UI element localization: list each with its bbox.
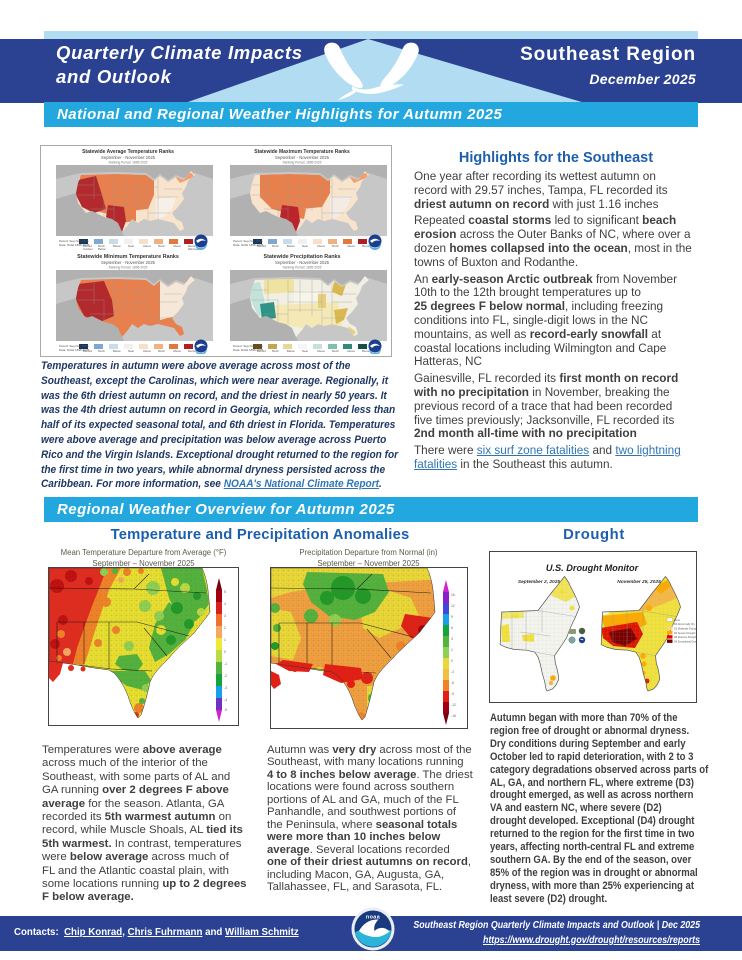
- svg-text:None: None: [674, 619, 681, 622]
- svg-text:Much: Much: [98, 244, 105, 248]
- svg-text:-3: -3: [224, 686, 227, 690]
- svg-text:-4: -4: [224, 698, 227, 702]
- svg-text:Record: Record: [362, 244, 371, 248]
- svg-text:Above: Above: [317, 244, 325, 248]
- svg-text:Record: Record: [257, 349, 266, 353]
- svg-text:4: 4: [224, 602, 226, 606]
- svg-text:September - November 2025: September - November 2025: [101, 155, 156, 160]
- svg-text:1: 1: [451, 648, 453, 652]
- svg-text:Data: NCEI 1895-2025: Data: NCEI 1895-2025: [233, 348, 264, 352]
- svg-text:Warmest: Warmest: [188, 247, 199, 251]
- svg-text:Much: Much: [272, 349, 279, 353]
- svg-text:Data: NCEI 1895-2025: Data: NCEI 1895-2025: [59, 243, 90, 247]
- svg-text:Record: Record: [83, 349, 92, 353]
- svg-text:Much: Much: [98, 349, 105, 353]
- svg-text:D2 Severe Drought: D2 Severe Drought: [674, 632, 696, 635]
- svg-text:Ranking Period: 1895-2025: Ranking Period: 1895-2025: [283, 161, 322, 165]
- svg-text:-5: -5: [224, 708, 227, 712]
- svg-text:Above: Above: [317, 349, 325, 353]
- svg-text:Data: NCEI 1895-2025: Data: NCEI 1895-2025: [233, 243, 264, 247]
- svg-text:Near: Near: [128, 349, 134, 353]
- svg-text:Period: Sep-Nov 2025: Period: Sep-Nov 2025: [233, 239, 263, 243]
- svg-text:Above: Above: [347, 349, 355, 353]
- svg-text:Statewide Minimum Temperature: Statewide Minimum Temperature Ranks: [77, 254, 179, 260]
- svg-text:September - November 2025: September - November 2025: [101, 260, 156, 265]
- svg-text:Above: Above: [143, 244, 151, 248]
- svg-text:Ranking Period: 1895-2025: Ranking Period: 1895-2025: [109, 266, 148, 270]
- svg-text:Below: Below: [287, 244, 296, 248]
- svg-text:5: 5: [224, 590, 226, 594]
- svg-text:Above: Above: [173, 349, 181, 353]
- svg-text:Below: Below: [113, 349, 122, 353]
- svg-text:Much: Much: [332, 349, 339, 353]
- svg-text:noaa: noaa: [366, 915, 381, 921]
- svg-text:1: 1: [224, 638, 226, 642]
- svg-text:Much: Much: [332, 244, 339, 248]
- svg-text:Statewide Precipitation Ranks: Statewide Precipitation Ranks: [264, 254, 341, 260]
- svg-text:0: 0: [224, 650, 226, 654]
- svg-text:Above: Above: [143, 349, 151, 353]
- svg-text:Much: Much: [272, 244, 279, 248]
- svg-text:Data: NCEI 1895-2025: Data: NCEI 1895-2025: [59, 348, 90, 352]
- svg-text:Near: Near: [128, 244, 134, 248]
- svg-text:Period: Sep-Nov 2025: Period: Sep-Nov 2025: [59, 344, 89, 348]
- svg-text:-12: -12: [451, 703, 456, 707]
- svg-text:Above: Above: [347, 244, 355, 248]
- svg-text:Much: Much: [158, 349, 165, 353]
- svg-text:3: 3: [451, 637, 453, 641]
- svg-text:3: 3: [224, 614, 226, 618]
- svg-text:D4 Exceptional Drought: D4 Exceptional Drought: [674, 640, 696, 643]
- svg-text:Statewide Average Temperature: Statewide Average Temperature Ranks: [82, 149, 174, 155]
- svg-text:-2: -2: [224, 674, 227, 678]
- svg-text:U.S. Drought Monitor: U.S. Drought Monitor: [546, 563, 639, 573]
- svg-text:12: 12: [451, 604, 455, 608]
- svg-text:-3: -3: [451, 670, 454, 674]
- svg-text:Near: Near: [302, 349, 308, 353]
- svg-text:Period: Sep-Nov 2025: Period: Sep-Nov 2025: [59, 239, 89, 243]
- svg-text:Record: Record: [83, 244, 92, 248]
- svg-text:Record: Record: [257, 244, 266, 248]
- svg-text:Record: Record: [188, 349, 197, 353]
- svg-text:D3 Extreme Drought: D3 Extreme Drought: [674, 636, 696, 639]
- svg-text:Period: Sep-Nov 2025: Period: Sep-Nov 2025: [233, 344, 263, 348]
- svg-text:Ranking Period: 1895-2025: Ranking Period: 1895-2025: [109, 161, 148, 165]
- svg-text:Below: Below: [98, 247, 107, 251]
- svg-text:16: 16: [451, 593, 455, 597]
- svg-text:November 25, 2025: November 25, 2025: [617, 579, 661, 585]
- svg-text:0: 0: [451, 659, 453, 663]
- svg-text:Above: Above: [173, 244, 181, 248]
- svg-text:-1: -1: [224, 662, 227, 666]
- svg-text:Record: Record: [188, 244, 197, 248]
- svg-text:-16: -16: [451, 714, 456, 718]
- svg-text:September - November 2025: September - November 2025: [275, 260, 330, 265]
- svg-text:6: 6: [451, 626, 453, 630]
- svg-text:Record: Record: [362, 349, 371, 353]
- svg-text:9: 9: [451, 615, 453, 619]
- svg-text:Much: Much: [158, 244, 165, 248]
- svg-text:Coldest: Coldest: [83, 247, 93, 251]
- svg-text:September 2, 2025: September 2, 2025: [518, 579, 560, 585]
- svg-text:D1 Moderate Drought: D1 Moderate Drought: [674, 628, 696, 631]
- svg-text:Below: Below: [287, 349, 296, 353]
- svg-text:Ranking Period: 1895-2025: Ranking Period: 1895-2025: [283, 266, 322, 270]
- svg-text:-9: -9: [451, 692, 454, 696]
- svg-text:September - November 2025: September - November 2025: [275, 155, 330, 160]
- svg-text:Near: Near: [302, 244, 308, 248]
- svg-text:Below: Below: [113, 244, 122, 248]
- svg-text:D0 Abnormally Dry: D0 Abnormally Dry: [674, 623, 696, 626]
- svg-text:2: 2: [224, 626, 226, 630]
- svg-text:Statewide Maximum Temperature: Statewide Maximum Temperature Ranks: [254, 149, 350, 155]
- svg-text:-6: -6: [451, 681, 454, 685]
